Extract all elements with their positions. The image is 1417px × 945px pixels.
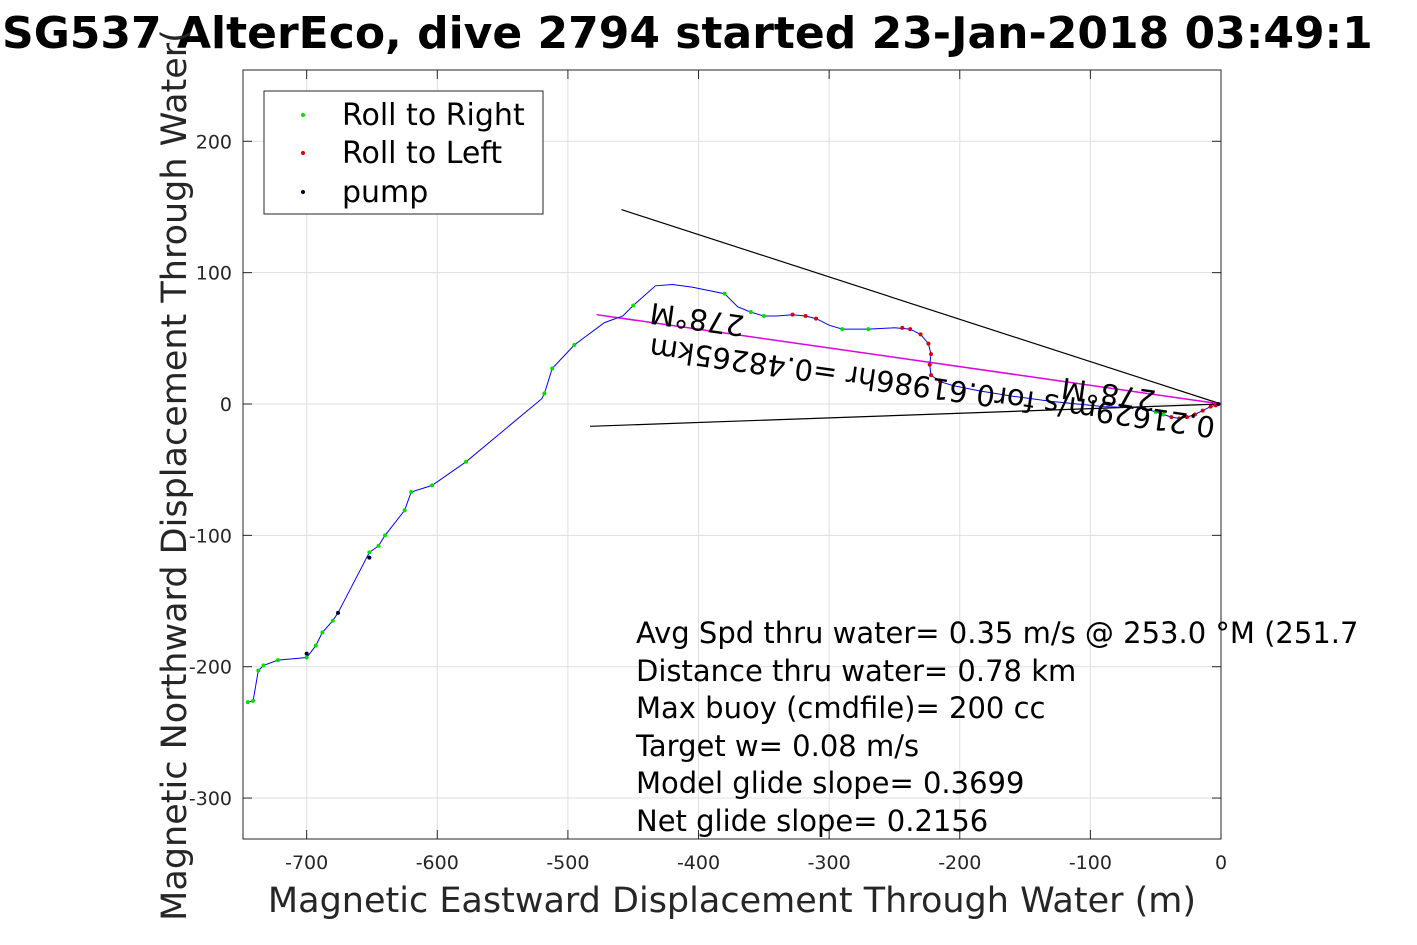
roll-right-point <box>367 550 372 555</box>
legend: Roll to Right Roll to Left pump <box>263 90 544 215</box>
annotation-distance: Distance thru water= 0.78 km <box>636 654 1076 688</box>
legend-label-pump: pump <box>342 175 428 210</box>
roll-left-point <box>926 341 931 346</box>
x-tick-label: -600 <box>416 852 459 874</box>
roll-right-point <box>402 508 407 513</box>
roll-left-point <box>929 373 934 378</box>
roll-right-point <box>430 483 435 488</box>
y-tick-label: -300 <box>189 788 232 810</box>
roll-right-point <box>275 658 280 663</box>
roll-left-point <box>1169 415 1174 420</box>
roll-right-point <box>748 310 753 315</box>
x-tick-label: -100 <box>1069 852 1112 874</box>
roll-right-point <box>1153 409 1158 414</box>
roll-right-point <box>313 643 318 648</box>
roll-left-point <box>927 362 932 367</box>
pump-point <box>304 651 309 656</box>
roll-right-point <box>245 700 250 705</box>
annotation-model-glide: Model glide slope= 0.3699 <box>636 766 1024 800</box>
roll-right-point <box>1161 412 1166 417</box>
roll-right-point <box>409 490 414 495</box>
roll-right-point <box>572 342 577 347</box>
x-axis-label: Magnetic Eastward Displacement Through W… <box>268 881 1196 921</box>
roll-right-point <box>761 313 766 318</box>
annotation-net-glide: Net glide slope= 0.2156 <box>636 804 988 838</box>
roll-right-point <box>631 303 636 308</box>
pump-point <box>336 610 341 615</box>
chart-title: SG537 AlterEco, dive 2794 started 23-Jan… <box>2 8 1373 59</box>
plot-frame <box>242 69 1222 840</box>
roll-right-point <box>464 459 469 464</box>
annotation-avg-speed: Avg Spd thru water= 0.35 m/s @ 253.0 °M … <box>636 616 1358 650</box>
annotation-max-buoy: Max buoy (cmdfile)= 200 cc <box>636 691 1045 725</box>
roll-left-point <box>908 327 913 332</box>
roll-left-point <box>803 313 808 318</box>
y-tick-label: 100 <box>196 263 232 285</box>
x-tick-label: 0 <box>1215 852 1227 874</box>
x-tick-label: -500 <box>546 852 589 874</box>
y-tick-label: 0 <box>220 394 232 416</box>
roll-right-point <box>256 668 261 673</box>
roll-right-point <box>261 663 266 668</box>
x-tick-label: -400 <box>677 852 720 874</box>
roll-right-point <box>383 533 388 538</box>
heading-line <box>596 313 1222 405</box>
roll-left-point <box>1177 416 1182 421</box>
roll-left-point <box>1185 415 1190 420</box>
roll-left-point <box>938 379 943 384</box>
annotation-target-w: Target w= 0.08 m/s <box>635 729 919 763</box>
roll-right-point <box>330 618 335 623</box>
roll-left-point <box>1200 408 1205 413</box>
marker-series <box>245 291 1221 705</box>
pump-point <box>367 555 372 560</box>
x-tick-label: -700 <box>285 852 328 874</box>
roll-left-point <box>1208 404 1213 409</box>
roll-right-point <box>550 366 555 371</box>
y-axis-label: Magnetic Northward Displacement Through … <box>155 29 195 921</box>
y-tick-label: 200 <box>196 131 232 153</box>
annotation-block: Avg Spd thru water= 0.35 m/s @ 253.0 °M … <box>635 616 1358 838</box>
legend-marker-roll-left <box>301 151 305 155</box>
x-tick-label: -300 <box>808 852 851 874</box>
x-tick-label: -200 <box>938 852 981 874</box>
roll-left-point <box>918 332 923 337</box>
roll-right-point <box>304 655 309 660</box>
heading-line <box>621 209 1222 405</box>
legend-label-roll-left: Roll to Left <box>342 136 502 171</box>
legend-marker-pump <box>301 190 305 194</box>
legend-marker-roll-right <box>301 113 305 117</box>
roll-left-point <box>1192 412 1197 417</box>
y-tick-label: -200 <box>189 657 232 679</box>
roll-right-point <box>866 327 871 332</box>
roll-left-point <box>790 312 795 317</box>
legend-label-roll-right: Roll to Right <box>342 98 525 133</box>
roll-left-point <box>900 325 905 330</box>
roll-right-point <box>840 327 845 332</box>
roll-right-point <box>320 630 325 635</box>
y-tick-label: -100 <box>189 525 232 547</box>
roll-right-point <box>251 698 256 703</box>
legend-box <box>263 90 544 215</box>
roll-left-point <box>929 352 934 357</box>
heading-lines <box>590 209 1222 427</box>
roll-left-point <box>814 316 819 321</box>
axis-ticks: -700 -600 -500 -400 -300 -200 -100 0 200 100 0 -100… <box>189 70 1227 874</box>
pump-point <box>1216 402 1221 406</box>
heading-line <box>590 403 1222 427</box>
roll-right-point <box>376 543 381 548</box>
roll-right-point <box>722 291 727 296</box>
roll-right-point <box>542 391 547 396</box>
